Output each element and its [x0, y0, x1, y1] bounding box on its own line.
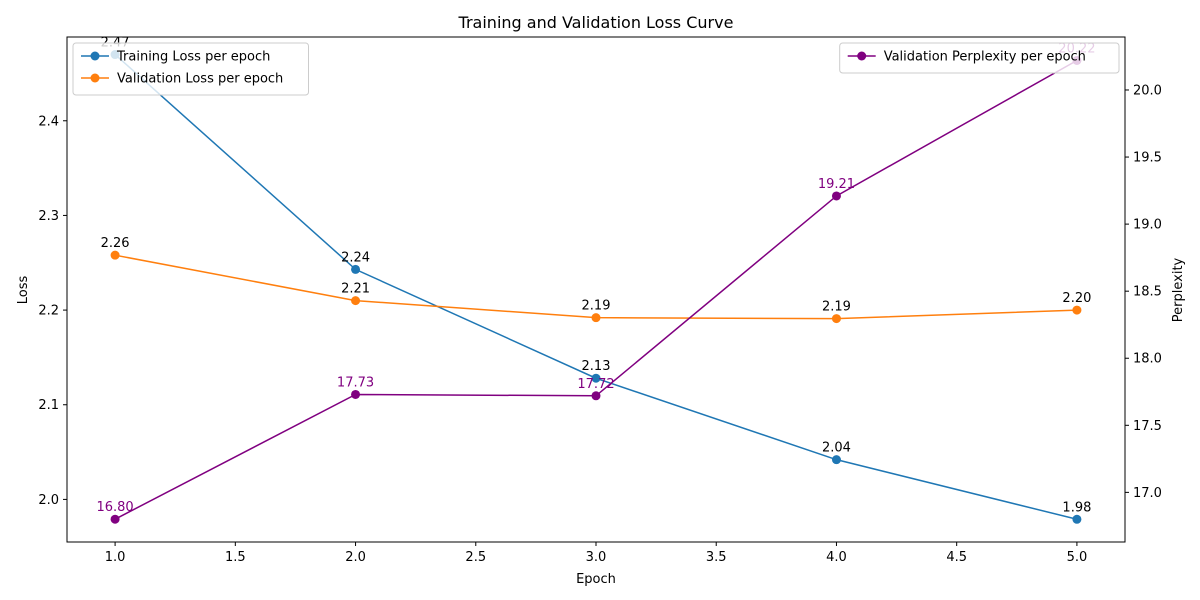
data-point — [591, 391, 601, 401]
y-tick-label: 2.3 — [38, 209, 59, 224]
data-label: 19.21 — [818, 177, 855, 192]
data-label: 2.19 — [582, 299, 611, 314]
legend-box — [839, 42, 1120, 74]
data-point — [591, 313, 601, 323]
series-1: 2.472.242.132.041.98 — [101, 36, 1091, 524]
data-point — [831, 455, 841, 465]
data-point — [831, 314, 841, 324]
x-tick-label: 2.5 — [465, 550, 486, 565]
data-point — [110, 250, 120, 260]
series-layer: 2.472.242.132.041.982.262.212.192.192.20… — [96, 36, 1096, 524]
y2-tick-label: 19.5 — [1133, 151, 1162, 166]
y2-tick-label: 17.0 — [1133, 486, 1162, 501]
data-point — [831, 191, 841, 201]
series-line — [114, 59, 1078, 520]
series-2: 2.26 2.21 2.19 2.19 2.20 — [101, 236, 1091, 324]
data-point — [351, 296, 361, 306]
series-line — [114, 53, 1078, 521]
axis-ticks: 1.0 1.5 2.0 2.5 3.0 3.5 4.0 4.5 5.0 2.0 2.1 2.2 2.3 2… — [38, 83, 1162, 565]
data-label: 2.04 — [822, 441, 851, 456]
data-point — [1072, 305, 1082, 315]
data-label: 1.98 — [1062, 500, 1091, 515]
data-label: 2.13 — [582, 359, 611, 374]
legend-marker — [90, 73, 100, 83]
data-point — [351, 264, 361, 274]
x-tick-label: 1.5 — [225, 550, 246, 565]
data-label: 2.26 — [101, 236, 130, 251]
y-tick-label: 2.2 — [38, 304, 59, 319]
data-label: 17.72 — [577, 377, 614, 392]
legend-label: Training Loss per epoch — [116, 50, 270, 65]
y-tick-label: 2.1 — [38, 398, 59, 413]
y2-tick-label: 18.5 — [1133, 285, 1162, 300]
legend-marker — [857, 51, 867, 61]
legend-layer: Training Loss per epoch Validation Loss p… — [72, 42, 1120, 96]
legend-label: Validation Loss per epoch — [117, 72, 283, 87]
data-label: 2.20 — [1062, 291, 1091, 306]
x-tick-label: 4.5 — [946, 550, 967, 565]
y2-tick-label: 18.0 — [1133, 352, 1162, 367]
legend-label: Validation Perplexity per epoch — [884, 50, 1086, 65]
y-tick-label: 2.0 — [38, 493, 59, 508]
x-tick-label: 3.5 — [706, 550, 727, 565]
x-tick-label: 2.0 — [345, 550, 366, 565]
data-label: 2.24 — [341, 250, 370, 265]
y-tick-label: 2.4 — [38, 114, 59, 129]
data-point — [110, 514, 120, 524]
x-tick-label: 3.0 — [586, 550, 607, 565]
y-axis-label: Loss — [16, 276, 31, 305]
x-tick-label: 1.0 — [105, 550, 126, 565]
y2-tick-label: 19.0 — [1133, 218, 1162, 233]
legend-box — [72, 42, 309, 96]
data-point — [591, 373, 601, 383]
chart-title: Training and Validation Loss Curve — [458, 13, 734, 32]
data-label: 16.80 — [96, 500, 133, 515]
data-label: 2.21 — [341, 282, 370, 297]
data-point — [1072, 514, 1082, 524]
data-label: 17.73 — [337, 375, 374, 390]
y2-axis-label: Perplexity — [1171, 257, 1186, 322]
legend-marker — [90, 51, 100, 61]
plot-frame — [66, 36, 1126, 543]
y2-tick-label: 17.5 — [1133, 419, 1162, 434]
x-tick-label: 4.0 — [826, 550, 847, 565]
data-label: 2.19 — [822, 300, 851, 315]
data-point — [351, 389, 361, 399]
x-axis-label: Epoch — [576, 572, 616, 587]
legend-top-right: Validation Perplexity per epoch — [839, 42, 1120, 74]
y2-tick-label: 20.0 — [1133, 83, 1162, 98]
legend-top-left: Training Loss per epoch Validation Loss p… — [72, 42, 309, 96]
x-tick-label: 5.0 — [1067, 550, 1088, 565]
